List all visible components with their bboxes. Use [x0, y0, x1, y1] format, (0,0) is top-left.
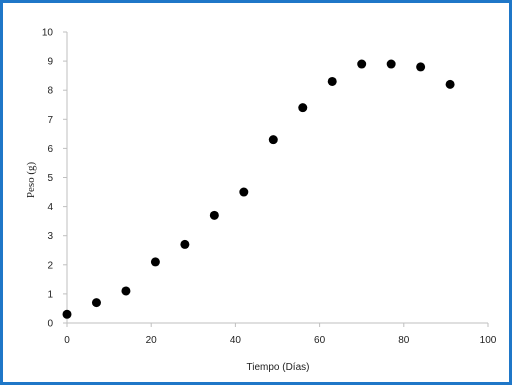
- y-tick-label: 6: [47, 144, 53, 155]
- data-point: [150, 257, 160, 267]
- x-tick-label: 0: [64, 335, 70, 346]
- y-tick-label: 7: [47, 115, 53, 126]
- data-point: [121, 286, 131, 296]
- data-points: [62, 59, 455, 319]
- data-point: [416, 62, 426, 72]
- data-point: [357, 59, 367, 69]
- data-point: [386, 59, 396, 69]
- y-tick-label: 0: [47, 319, 53, 330]
- x-tick-label: 40: [230, 335, 242, 346]
- y-tick-label: 1: [47, 289, 53, 300]
- x-tick-label: 60: [314, 335, 326, 346]
- y-tick-label: 8: [47, 86, 53, 97]
- data-point: [209, 210, 219, 220]
- y-tick-label: 9: [47, 57, 53, 68]
- y-tick-label: 10: [42, 28, 54, 39]
- y-tick-label: 2: [47, 260, 53, 271]
- data-point: [180, 239, 190, 249]
- data-point: [239, 187, 249, 197]
- data-point: [445, 79, 455, 89]
- data-point: [91, 298, 101, 308]
- x-tick-label: 100: [480, 335, 497, 346]
- x-axis-label: Tiempo (Días): [247, 362, 310, 373]
- data-point: [298, 103, 308, 113]
- x-tick-label: 20: [146, 335, 158, 346]
- axes: [63, 31, 489, 327]
- y-tick-label: 3: [47, 231, 53, 242]
- y-axis-label: Peso (g): [25, 161, 37, 198]
- x-tick-label: 80: [398, 335, 410, 346]
- data-point: [327, 76, 337, 86]
- data-point: [268, 135, 278, 145]
- y-tick-label: 5: [47, 173, 53, 184]
- y-tick-label: 4: [47, 202, 53, 213]
- data-point: [62, 309, 72, 319]
